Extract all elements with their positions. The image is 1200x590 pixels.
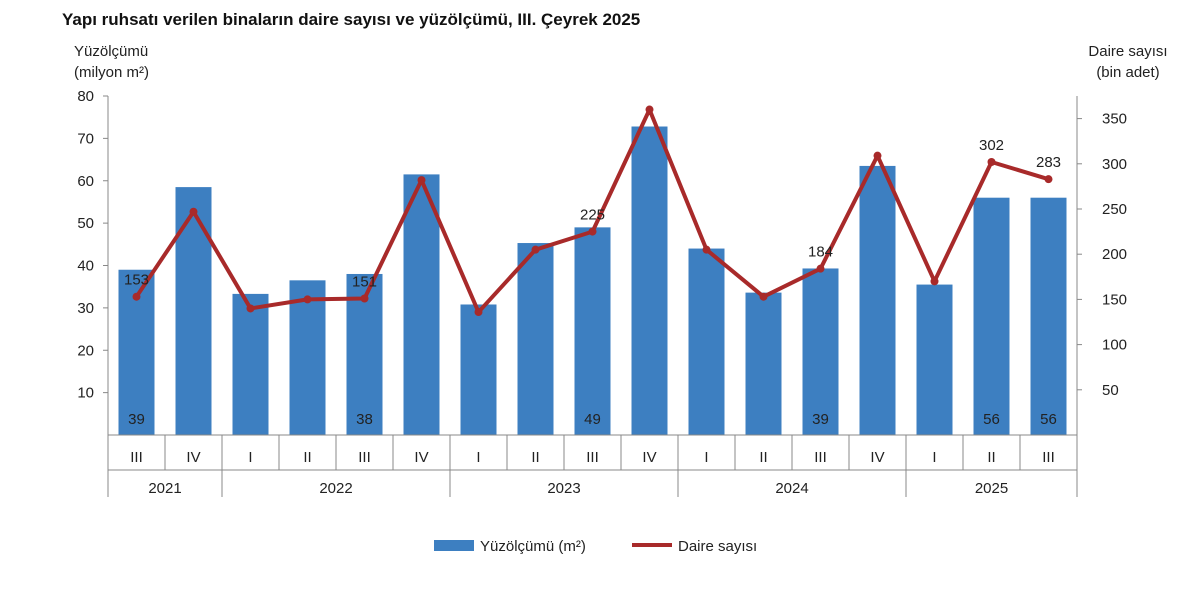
x-tick-label: II — [759, 449, 767, 466]
line-point — [1044, 175, 1053, 184]
bar — [175, 187, 212, 435]
line-value-label: 153 — [124, 272, 149, 289]
line-series: 153 151 225 184 302 283 — [124, 105, 1061, 317]
line-point — [759, 292, 768, 301]
bar-value-label: 56 — [1040, 411, 1057, 428]
legend: Yüzölçümü (m²) Daire sayısı — [434, 538, 757, 555]
line-value-label: 184 — [808, 244, 833, 261]
bar — [232, 293, 269, 435]
x-tick-label: III — [130, 449, 143, 466]
bar — [460, 304, 497, 435]
line-point — [189, 207, 198, 216]
x-tick-label: IV — [186, 449, 200, 466]
line-point — [132, 292, 141, 301]
bar — [859, 165, 896, 435]
axes: 10 20 30 40 50 60 70 80 50 100 150 200 250 300 350 — [77, 88, 1127, 470]
line-point — [930, 277, 939, 286]
line-value-label: 302 — [979, 137, 1004, 154]
y-left-tick-label: 60 — [77, 173, 94, 190]
line-value-label: 283 — [1036, 154, 1061, 171]
y-left-tick-label: 50 — [77, 215, 94, 232]
bar — [745, 292, 782, 435]
line-point — [417, 176, 426, 185]
line-point — [702, 245, 711, 254]
year-label: 2024 — [775, 480, 808, 497]
x-tick-label: III — [814, 449, 827, 466]
y-right-tick-label: 150 — [1102, 291, 1127, 308]
year-label: 2023 — [547, 480, 580, 497]
line-value-label: 225 — [580, 207, 605, 224]
line-point — [816, 264, 825, 273]
bar — [973, 197, 1010, 435]
x-tick-label: IV — [642, 449, 656, 466]
x-tick-label: I — [476, 449, 480, 466]
bar — [802, 268, 839, 435]
x-tick-label: IV — [414, 449, 428, 466]
y-right-tick-label: 200 — [1102, 246, 1127, 263]
legend-bar-label: Yüzölçümü (m²) — [480, 538, 586, 555]
y-left-tick-label: 10 — [77, 385, 94, 402]
y-left-tick-label: 40 — [77, 258, 94, 275]
bar — [517, 243, 554, 435]
line-point — [474, 308, 483, 317]
year-label: 2022 — [319, 480, 352, 497]
bar-series: 39 38 49 39 56 56 — [118, 126, 1067, 436]
line-point — [873, 151, 882, 160]
bar — [574, 227, 611, 435]
axis-labels: Yüzölçümü (milyon m²) Daire sayısı (bin ade… — [74, 43, 1168, 81]
line-point — [987, 157, 996, 166]
bar — [289, 280, 326, 435]
y-right-tick-label: 50 — [1102, 382, 1119, 399]
y-left-axis-label: (milyon m²) — [74, 64, 149, 81]
y-right-tick-label: 250 — [1102, 201, 1127, 218]
bar-value-label: 39 — [812, 411, 829, 428]
year-label: 2021 — [148, 480, 181, 497]
x-tick-label: I — [248, 449, 252, 466]
y-left-tick-label: 70 — [77, 130, 94, 147]
y-right-tick-label: 300 — [1102, 156, 1127, 173]
y-left-tick-label: 30 — [77, 300, 94, 317]
y-left-tick-label: 80 — [77, 88, 94, 105]
line-point — [531, 245, 540, 254]
x-tick-label: III — [586, 449, 599, 466]
x-tick-label: IV — [870, 449, 884, 466]
legend-line-label: Daire sayısı — [678, 538, 757, 555]
y-right-tick-label: 100 — [1102, 337, 1127, 354]
line-point — [645, 105, 654, 114]
x-tick-label: II — [303, 449, 311, 466]
bar — [916, 284, 953, 435]
y-left-tick-label: 20 — [77, 342, 94, 359]
y-right-tick-label: 350 — [1102, 111, 1127, 128]
bar-value-label: 38 — [356, 411, 373, 428]
line-value-label: 151 — [352, 273, 377, 290]
y-right-axis-label: (bin adet) — [1096, 64, 1159, 81]
x-tick-label: III — [358, 449, 371, 466]
line-point — [588, 227, 597, 236]
chart-title: Yapı ruhsatı verilen binaların daire say… — [62, 10, 641, 29]
x-tick-label: II — [987, 449, 995, 466]
bar — [688, 248, 725, 435]
x-tick-label: I — [704, 449, 708, 466]
y-right-axis-label: Daire sayısı — [1088, 43, 1167, 60]
bar — [1030, 197, 1067, 435]
x-tick-label: I — [932, 449, 936, 466]
x-tick-label: III — [1042, 449, 1055, 466]
line-point — [303, 295, 312, 304]
line-point — [360, 294, 369, 303]
y-left-axis-label: Yüzölçümü — [74, 43, 148, 60]
bar — [403, 174, 440, 436]
bar — [631, 126, 668, 435]
bar-value-label: 56 — [983, 411, 1000, 428]
bar-value-label: 39 — [128, 411, 145, 428]
line-point — [246, 304, 255, 313]
legend-bar-swatch — [434, 540, 474, 551]
year-label: 2025 — [975, 480, 1008, 497]
x-tick-label: II — [531, 449, 539, 466]
bar-value-label: 49 — [584, 411, 601, 428]
